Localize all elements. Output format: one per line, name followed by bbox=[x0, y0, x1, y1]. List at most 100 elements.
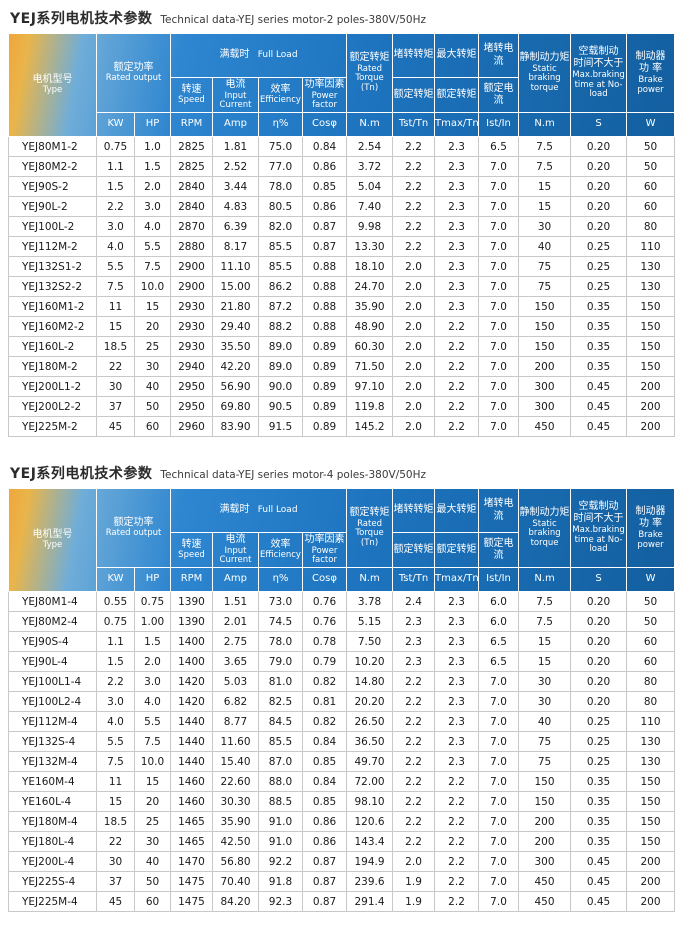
value-cell: 2.0 bbox=[392, 256, 436, 278]
value-cell: 2.0 bbox=[134, 176, 171, 198]
value-cell: 2.3 bbox=[434, 256, 480, 278]
value-cell: 88.2 bbox=[258, 316, 303, 338]
table-row: YEJ225M-2 45 60 2960 83.90 91.5 0.89 145.2 2.0 2.… bbox=[8, 416, 676, 438]
value-cell: 80 bbox=[626, 216, 676, 238]
value-cell: 200 bbox=[518, 811, 572, 833]
table-row: YEJ80M2-2 1.1 1.5 2825 2.52 77.0 0.86 3.72 2.2 2.… bbox=[8, 156, 676, 178]
unit-cos-phi: Cosφ bbox=[301, 112, 348, 138]
value-cell: 2.2 bbox=[392, 831, 436, 853]
value-cell: 0.87 bbox=[301, 851, 348, 873]
value-cell: 78.0 bbox=[258, 631, 303, 653]
full-load-en: Full Load bbox=[257, 50, 298, 61]
rated-output-en: Rated output bbox=[105, 528, 162, 539]
value-cell: 71.50 bbox=[346, 356, 394, 378]
page-title-en: Technical data-YEJ series motor-2 poles-… bbox=[160, 14, 426, 26]
value-cell: 4.0 bbox=[96, 711, 135, 733]
rated-torque-cn: 额定转矩 bbox=[349, 507, 390, 519]
value-cell: 7.0 bbox=[478, 296, 520, 318]
value-cell: 2.2 bbox=[392, 216, 436, 238]
value-cell: 35.90 bbox=[346, 296, 394, 318]
value-cell: 11 bbox=[96, 771, 135, 793]
value-cell: 35.90 bbox=[212, 811, 259, 833]
motor-type-cell: YEJ132M-4 bbox=[8, 751, 97, 773]
value-cell: 150 bbox=[518, 316, 572, 338]
value-cell: 15 bbox=[518, 176, 572, 198]
value-cell: 7.0 bbox=[478, 156, 520, 178]
motor-type-cell: YEJ180M-2 bbox=[8, 356, 97, 378]
motor-type-cell: YEJ80M2-2 bbox=[8, 156, 97, 178]
col-header-speed: 转速 Speed bbox=[170, 532, 213, 569]
value-cell: 0.87 bbox=[301, 891, 348, 913]
value-cell: 2.2 bbox=[392, 671, 436, 693]
value-cell: 4.0 bbox=[134, 691, 171, 713]
value-cell: 7.0 bbox=[478, 871, 520, 893]
value-cell: 86.2 bbox=[258, 276, 303, 298]
col-header-full-load: 满载时 Full Load bbox=[169, 488, 348, 534]
value-cell: 20.20 bbox=[346, 691, 394, 713]
value-cell: 150 bbox=[626, 316, 676, 338]
value-cell: 1440 bbox=[170, 731, 213, 753]
value-cell: 14.80 bbox=[346, 671, 394, 693]
brake-power-cn2: 功 率 bbox=[638, 518, 663, 530]
value-cell: 40 bbox=[134, 376, 171, 398]
motor-type-cell: YE160M-4 bbox=[8, 771, 97, 793]
value-cell: 1390 bbox=[170, 591, 213, 613]
unit-efficiency: η% bbox=[258, 567, 303, 593]
value-cell: 8.77 bbox=[212, 711, 259, 733]
value-cell: 7.0 bbox=[478, 771, 520, 793]
unit-static-nm: N.m bbox=[518, 112, 572, 138]
value-cell: 0.85 bbox=[301, 791, 348, 813]
current-en: Input Current bbox=[219, 90, 252, 111]
value-cell: 0.79 bbox=[301, 651, 348, 673]
value-cell: 2.3 bbox=[434, 276, 480, 298]
value-cell: 120.6 bbox=[346, 811, 394, 833]
value-cell: 2930 bbox=[170, 296, 213, 318]
unit-efficiency: η% bbox=[258, 112, 303, 138]
value-cell: 2900 bbox=[170, 256, 213, 278]
value-cell: 2.0 bbox=[134, 651, 171, 673]
value-cell: 4.0 bbox=[134, 216, 171, 238]
value-cell: 150 bbox=[518, 791, 572, 813]
value-cell: 1470 bbox=[170, 851, 213, 873]
value-cell: 0.84 bbox=[301, 731, 348, 753]
value-cell: 150 bbox=[626, 811, 676, 833]
value-cell: 0.84 bbox=[301, 136, 348, 158]
value-cell: 7.0 bbox=[478, 196, 520, 218]
unit-seconds: S bbox=[570, 112, 628, 138]
value-cell: 7.0 bbox=[478, 376, 520, 398]
value-cell: 98.10 bbox=[346, 791, 394, 813]
col-header-static-braking-torque: 静制动力矩 Static braking torque bbox=[518, 488, 572, 569]
value-cell: 0.20 bbox=[570, 691, 628, 713]
value-cell: 3.65 bbox=[212, 651, 259, 673]
value-cell: 2.3 bbox=[392, 631, 436, 653]
value-cell: 75 bbox=[518, 731, 572, 753]
value-cell: 5.5 bbox=[96, 256, 135, 278]
value-cell: 60.30 bbox=[346, 336, 394, 358]
value-cell: 7.0 bbox=[478, 416, 520, 438]
value-cell: 0.25 bbox=[570, 751, 628, 773]
value-cell: 0.55 bbox=[96, 591, 135, 613]
col-header-current: 电流 Input Current bbox=[212, 532, 259, 569]
value-cell: 2.0 bbox=[392, 296, 436, 318]
value-cell: 0.45 bbox=[570, 376, 628, 398]
value-cell: 3.0 bbox=[134, 196, 171, 218]
value-cell: 80 bbox=[626, 691, 676, 713]
value-cell: 150 bbox=[626, 356, 676, 378]
motor-type-cell: YEJ132S-4 bbox=[8, 731, 97, 753]
value-cell: 0.20 bbox=[570, 216, 628, 238]
static-braking-cn: 静制动力矩 bbox=[519, 507, 570, 519]
value-cell: 0.25 bbox=[570, 276, 628, 298]
unit-rpm: RPM bbox=[170, 567, 213, 593]
value-cell: 2880 bbox=[170, 236, 213, 258]
value-cell: 130 bbox=[626, 731, 676, 753]
table-row: YEJ180L-4 22 30 1465 42.50 91.0 0.86 143.4 2.2 2.… bbox=[8, 831, 676, 853]
value-cell: 2.3 bbox=[434, 296, 480, 318]
col-header-locked-rotor-current: 堵转电流 bbox=[478, 488, 520, 534]
value-cell: 0.35 bbox=[570, 771, 628, 793]
value-cell: 78.0 bbox=[258, 176, 303, 198]
col-header-static-braking-torque: 静制动力矩 Static braking torque bbox=[518, 32, 572, 114]
speed-en: Speed bbox=[178, 95, 205, 106]
value-cell: 2.2 bbox=[434, 336, 480, 358]
value-cell: 1460 bbox=[170, 791, 213, 813]
value-cell: 2.3 bbox=[434, 156, 480, 178]
